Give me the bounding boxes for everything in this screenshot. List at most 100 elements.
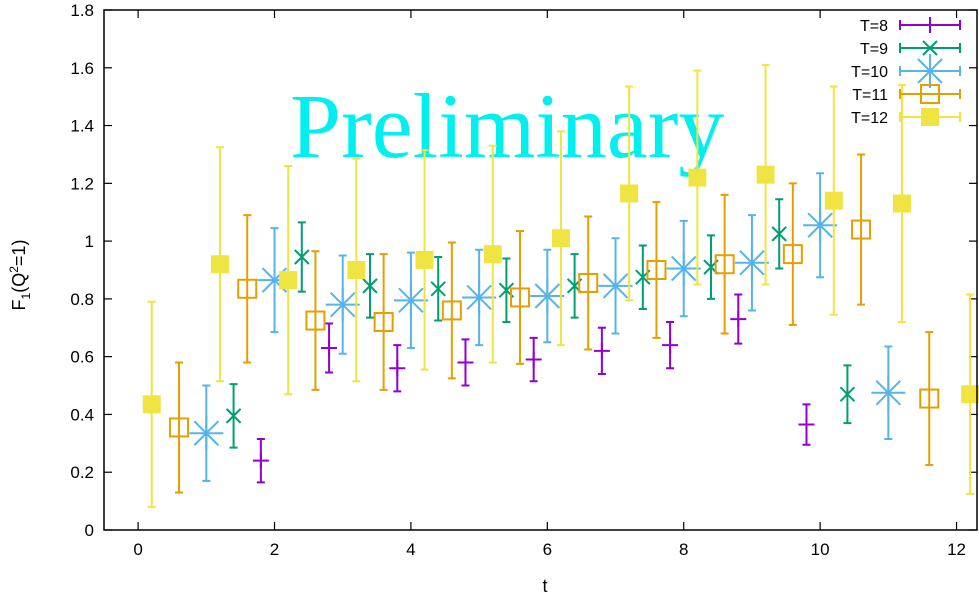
data-point — [635, 244, 651, 310]
x-tick-label: 8 — [679, 540, 688, 559]
data-point — [688, 69, 707, 286]
y-tick-label: 1.6 — [70, 59, 94, 78]
y-axis-title: F1(Q2=1) — [7, 240, 33, 311]
marker-cross — [922, 40, 938, 56]
data-point — [530, 248, 565, 344]
marker-filled-square — [483, 245, 502, 264]
marker-filled-square — [756, 165, 775, 184]
data-point — [871, 345, 906, 440]
data-point — [237, 214, 258, 364]
marker-filled-square — [142, 395, 161, 414]
plot-frame — [103, 9, 978, 531]
series-t-8 — [252, 293, 815, 484]
y-tick-label: 0.6 — [70, 348, 94, 367]
marker-filled-square — [415, 250, 434, 269]
data-point — [483, 144, 502, 364]
axis-ticks — [104, 9, 977, 531]
y-axis-title-mid: (Q — [9, 273, 29, 293]
marker-plus — [922, 17, 938, 33]
data-point — [457, 338, 474, 387]
x-tick-label: 4 — [406, 540, 415, 559]
data-point — [578, 215, 599, 351]
marker-star — [325, 287, 360, 322]
data-point — [919, 331, 940, 466]
data-point — [756, 63, 775, 286]
marker-open-square — [169, 417, 190, 438]
error-bar — [311, 250, 320, 391]
marker-star — [598, 268, 633, 303]
data-point — [169, 361, 190, 494]
marker-plus — [593, 342, 610, 359]
legend-item: T=9 — [860, 40, 961, 58]
marker-cross — [362, 278, 378, 294]
x-tick-label: 12 — [947, 540, 966, 559]
data-point — [839, 364, 856, 425]
data-point — [498, 257, 515, 323]
marker-star — [666, 251, 701, 286]
error-bar — [447, 241, 456, 380]
data-point — [362, 253, 378, 319]
marker-plus — [252, 452, 269, 469]
series-t-10 — [189, 172, 906, 482]
marker-filled-square — [961, 385, 979, 404]
marker-star — [871, 375, 906, 410]
marker-plus — [321, 340, 338, 356]
x-axis-title: t — [542, 576, 547, 596]
error-bar — [857, 153, 866, 306]
x-tick-label: 10 — [811, 540, 830, 559]
y-axis-title-sub: 1 — [19, 292, 33, 299]
error-bar — [652, 201, 661, 339]
error-bar — [720, 193, 729, 335]
data-point — [430, 256, 446, 322]
y-tick-label: 1.2 — [70, 174, 94, 193]
marker-open-square — [919, 388, 940, 409]
y-axis-title-end: =1) — [9, 240, 29, 267]
y-tick-label: 0.4 — [70, 405, 94, 424]
legend-line — [899, 89, 961, 99]
legend-item: T=11 — [852, 84, 961, 104]
marker-open-square — [578, 273, 599, 293]
data-point — [782, 182, 803, 326]
y-axis-title-main: F — [9, 299, 29, 310]
data-point — [803, 172, 838, 279]
legend-item: T=8 — [860, 17, 961, 35]
x-tick-label: 0 — [133, 540, 142, 559]
y-tick-label: 0.2 — [70, 463, 94, 482]
data-point — [305, 250, 326, 391]
data-point — [961, 293, 979, 495]
marker-filled-square — [210, 255, 229, 274]
data-point — [620, 85, 639, 302]
data-point — [325, 254, 360, 355]
legend-label: T=10 — [851, 64, 888, 81]
x-tick-label: 2 — [270, 540, 279, 559]
series-layer — [142, 63, 979, 508]
marker-open-square — [237, 278, 258, 299]
series-t-11 — [169, 153, 940, 494]
data-point — [389, 344, 406, 393]
legend-label: T=9 — [860, 41, 888, 58]
marker-open-square — [782, 244, 803, 265]
data-point — [734, 214, 769, 312]
legend-item: T=12 — [851, 108, 961, 127]
data-point — [662, 321, 679, 370]
marker-open-square — [305, 310, 326, 331]
data-point — [851, 153, 872, 306]
marker-star — [734, 245, 769, 280]
marker-plus — [525, 351, 542, 368]
data-point — [347, 157, 366, 383]
marker-star — [530, 279, 565, 313]
marker-filled-square — [688, 168, 707, 187]
data-point — [646, 201, 667, 339]
marker-cross — [225, 408, 242, 424]
y-tick-label: 1 — [85, 232, 94, 251]
data-point — [210, 146, 229, 383]
data-point — [415, 149, 434, 371]
marker-open-square — [646, 260, 667, 280]
data-point — [279, 165, 298, 396]
marker-open-square — [510, 287, 531, 308]
marker-plus — [457, 354, 474, 371]
marker-cross — [294, 249, 310, 265]
y-tick-label: 0 — [85, 521, 94, 540]
marker-filled-square — [279, 271, 298, 290]
